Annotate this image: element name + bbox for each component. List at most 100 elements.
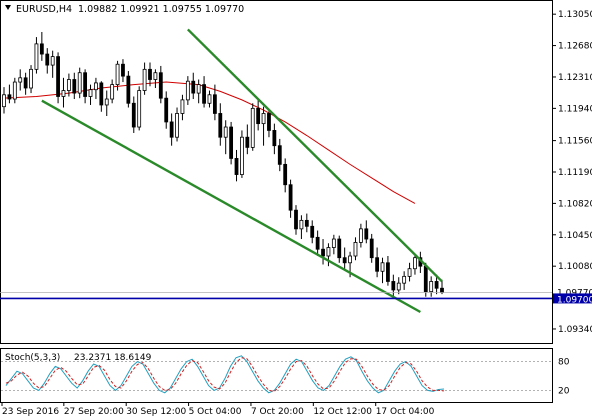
stoch-level-label: 20	[558, 386, 570, 396]
candle-body	[88, 89, 93, 97]
candle-body	[104, 98, 109, 106]
candle-body	[396, 282, 401, 291]
y-tick-label: 1.10450	[558, 231, 592, 241]
candle	[153, 69, 158, 88]
y-tick-label: 1.09340	[558, 325, 592, 335]
candle	[77, 67, 82, 99]
candle	[267, 110, 271, 138]
candle-body	[56, 56, 60, 97]
candle	[7, 84, 12, 104]
candle	[2, 87, 6, 114]
candle-body	[423, 265, 428, 293]
candle-body	[34, 43, 39, 70]
candle-body	[185, 80, 190, 101]
candle	[413, 254, 417, 275]
candle	[50, 50, 55, 78]
candle	[396, 277, 401, 295]
candle-body	[218, 113, 223, 138]
candle	[272, 123, 277, 155]
candle	[121, 59, 125, 83]
stoch-panel-frame	[0, 348, 553, 403]
x-tick-label: 12 Oct 12:00	[313, 407, 372, 417]
trendline-upper	[187, 28, 443, 283]
candle-body	[196, 84, 201, 94]
candle	[337, 235, 342, 263]
candle-body	[375, 257, 380, 272]
candle-body	[164, 97, 169, 123]
candle-body	[288, 184, 293, 211]
candle	[212, 84, 217, 121]
candle	[88, 84, 93, 105]
candle-body	[180, 99, 185, 114]
candle-body	[45, 53, 50, 66]
candle	[148, 62, 152, 87]
candle-body	[358, 228, 363, 243]
candle-body	[110, 84, 115, 100]
candle	[240, 130, 244, 178]
candle	[402, 271, 407, 290]
candle-body	[158, 72, 163, 99]
y-tick-label: 1.11560	[558, 137, 592, 147]
candle-body	[364, 228, 369, 240]
price-axis: 1.13050 1.12680 1.12310 1.11940 1.11560 1.111…	[552, 10, 592, 335]
candle-body	[137, 90, 142, 128]
candle-body	[229, 126, 234, 159]
candle	[256, 99, 261, 131]
support-price-tag-bg	[553, 293, 592, 304]
candle-body	[348, 255, 352, 264]
candle	[169, 113, 174, 146]
candle	[304, 213, 309, 233]
candle	[164, 91, 169, 129]
candle	[288, 179, 293, 218]
candle	[353, 237, 358, 261]
candle-body	[429, 281, 434, 293]
candle-body	[245, 136, 250, 148]
candle	[364, 220, 369, 244]
candle-body	[402, 275, 407, 284]
candle-body	[440, 287, 444, 293]
candle-body	[18, 77, 23, 83]
candle-body	[212, 94, 217, 114]
candle	[185, 76, 190, 105]
stoch-level-label: 80	[558, 358, 570, 368]
candle	[234, 149, 239, 182]
candle	[196, 79, 201, 104]
candle-body	[202, 84, 206, 104]
candle-body	[283, 163, 288, 186]
symbol-label: EURUSD,H4	[16, 4, 72, 15]
y-tick-label: 1.10820	[558, 199, 592, 209]
candle	[180, 94, 185, 121]
candle-body	[294, 209, 298, 230]
y-tick-label: 1.11190	[558, 168, 592, 178]
trendline-lower	[41, 99, 421, 314]
candle	[158, 65, 163, 104]
candle	[283, 158, 288, 193]
collapse-triangle-icon[interactable]	[5, 5, 11, 10]
candle	[126, 71, 131, 108]
stoch-main-line	[5, 355, 445, 394]
candle-body	[299, 219, 304, 230]
candle	[66, 73, 71, 97]
candle	[202, 76, 206, 108]
candle-body	[240, 136, 244, 175]
candle-body	[315, 236, 320, 250]
candle	[45, 48, 50, 74]
x-tick-label: 7 Oct 20:00	[251, 407, 304, 417]
candle	[391, 274, 396, 297]
candle	[299, 215, 304, 240]
candle	[315, 230, 320, 256]
candle	[94, 77, 98, 100]
candle-body	[223, 126, 228, 138]
candle	[12, 77, 17, 104]
candle	[331, 234, 336, 255]
candle	[61, 77, 66, 108]
time-axis: 23 Sep 2016 27 Sep 20:00 30 Sep 12:00 5 Oct…	[1, 402, 435, 417]
current-price-tag-bg	[553, 287, 592, 297]
candle	[245, 124, 250, 155]
candle-body	[391, 281, 396, 291]
main-chart-frame	[0, 0, 553, 344]
candle	[115, 60, 120, 91]
candle-body	[321, 248, 325, 257]
candle-body	[115, 63, 120, 86]
